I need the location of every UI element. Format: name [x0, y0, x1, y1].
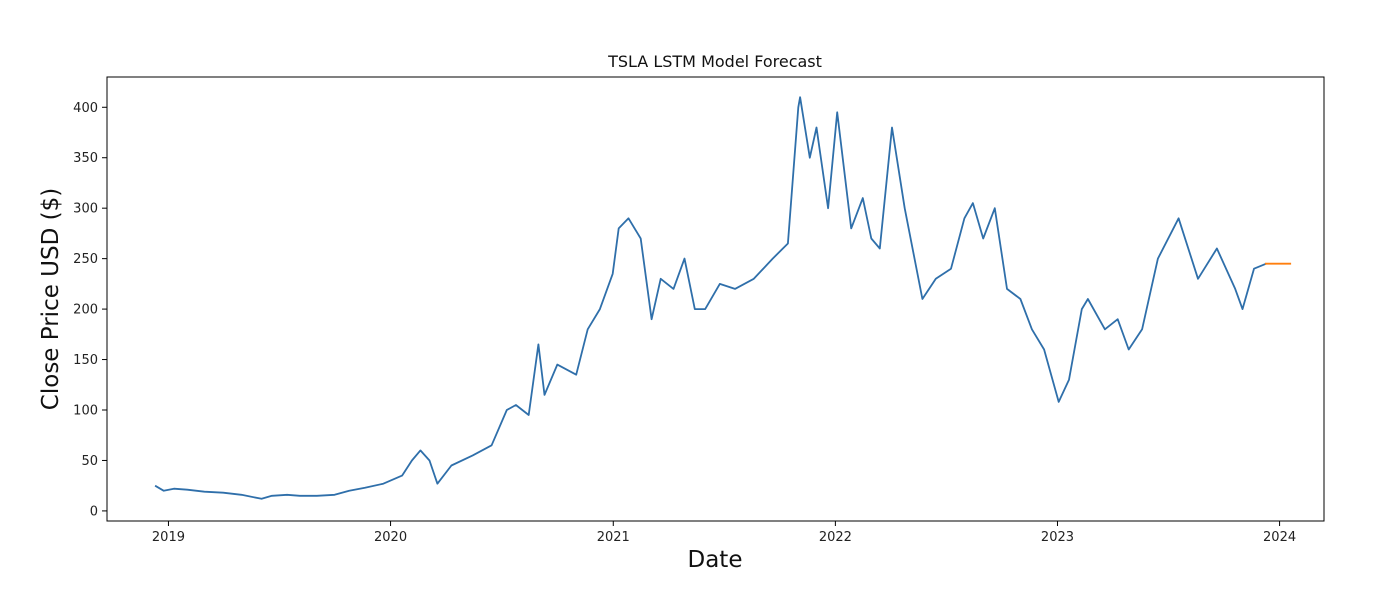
chart-title: TSLA LSTM Model Forecast: [607, 52, 822, 71]
y-tick-label: 250: [73, 252, 98, 267]
x-tick-label: 2021: [597, 530, 630, 545]
y-tick-label: 100: [73, 404, 98, 419]
x-tick-label: 2020: [374, 530, 407, 545]
y-tick-label: 350: [73, 151, 98, 166]
y-axis-label: Close Price USD ($): [38, 188, 64, 410]
y-tick-label: 0: [90, 504, 98, 519]
y-tick-label: 300: [73, 202, 98, 217]
y-tick-label: 400: [73, 101, 98, 116]
x-tick-label: 2022: [819, 530, 852, 545]
x-tick-label: 2024: [1263, 530, 1296, 545]
y-tick-label: 150: [73, 353, 98, 368]
y-tick-label: 50: [81, 454, 98, 469]
x-tick-label: 2023: [1041, 530, 1074, 545]
series-layer: [154, 96, 1292, 500]
plot-area-frame: [106, 76, 1325, 522]
x-axis: 2019 2020 2021 2022 2023 2024: [152, 521, 1296, 545]
y-axis: 0 50 100 150 200 250 300 350 400: [73, 101, 107, 519]
x-tick-label: 2019: [152, 530, 185, 545]
series-line-historical: [154, 96, 1267, 500]
x-axis-label: Date: [688, 547, 743, 573]
y-tick-label: 200: [73, 303, 98, 318]
